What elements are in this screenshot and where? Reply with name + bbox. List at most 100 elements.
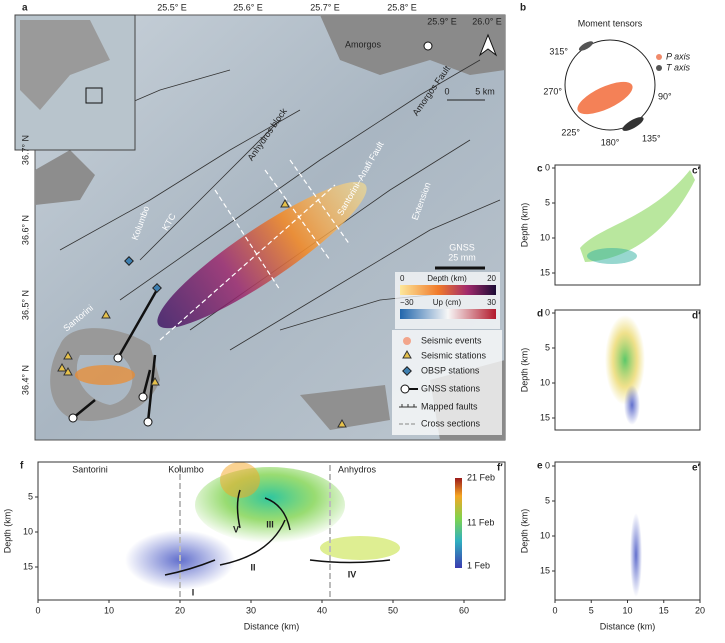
legend-symbol xyxy=(402,366,412,376)
place-label: Kolumbo xyxy=(168,464,204,474)
colorbar-max: 20 xyxy=(487,274,496,283)
lat-tick: 36.5° N xyxy=(20,290,30,320)
lon-tick: 25.8° E xyxy=(387,2,417,12)
x-tick-label: 0 xyxy=(35,605,40,615)
migration-arrows xyxy=(164,489,391,576)
colorbar-min: −30 xyxy=(400,298,414,307)
panel-title: Moment tensors xyxy=(578,18,643,28)
y-tick-label: 10 xyxy=(23,526,33,536)
seismic-cloud xyxy=(75,365,135,385)
place-label: Santorini xyxy=(72,464,108,474)
y-tick-label: 10 xyxy=(540,377,550,387)
angle-label: 180° xyxy=(601,137,620,147)
y-tick-label: 5 xyxy=(545,197,550,207)
y-tick-label: 15 xyxy=(23,561,33,571)
x-tick-label: 15 xyxy=(659,605,669,615)
y-axis-label: Depth (km) xyxy=(519,203,529,248)
x-tick-label: 20 xyxy=(175,605,185,615)
legend-label: GNSS stations xyxy=(421,383,481,393)
legend-symbol xyxy=(656,65,662,71)
y-tick-label: 15 xyxy=(540,412,550,422)
seismic-stations xyxy=(57,198,347,428)
p-axes-cluster xyxy=(577,81,633,115)
x-tick-label: 30 xyxy=(246,605,256,615)
legend-bg xyxy=(392,330,502,435)
lat-tick: 36.7° N xyxy=(20,135,30,165)
x-tick-label: 40 xyxy=(317,605,327,615)
section-markers xyxy=(179,465,331,600)
inset-box xyxy=(85,87,103,104)
phase-label: IV xyxy=(348,569,357,579)
scale-label: 0 xyxy=(444,86,449,96)
north-arrow xyxy=(478,33,498,57)
lon-tick: 25.7° E xyxy=(310,2,340,12)
legend-label: Seismic stations xyxy=(421,350,487,360)
event-cloud xyxy=(630,513,642,597)
event-cloud xyxy=(580,170,695,262)
legend-symbol xyxy=(656,54,662,60)
event-cloud xyxy=(220,462,260,498)
gnss-arrows xyxy=(72,287,160,423)
t-axes-cluster xyxy=(578,41,594,51)
x-axis-label: Distance (km) xyxy=(244,621,300,631)
colorbar-bg xyxy=(395,272,500,329)
panel-frame xyxy=(37,461,506,601)
panel-end: f′ xyxy=(497,463,503,474)
legend-label: OBSP stations xyxy=(421,365,480,375)
legend-symbol xyxy=(402,349,412,359)
colorbar-max: 30 xyxy=(487,298,496,307)
obsp-stations xyxy=(124,256,162,293)
up-colorbar xyxy=(400,309,496,319)
x-tick-label: 10 xyxy=(622,605,632,615)
legend-label: P axis xyxy=(666,51,691,61)
legend-label: T axis xyxy=(666,62,691,72)
seismic-cloud xyxy=(157,181,367,329)
legend-label: Mapped faults xyxy=(421,401,478,411)
colorbar-title: Up (cm) xyxy=(433,298,462,307)
y-axis-label: Depth (km) xyxy=(519,348,529,393)
gnss-stations xyxy=(68,41,433,427)
panel-frame xyxy=(554,164,701,286)
colorbars: 0 Depth (km) 20 −30 Up (cm) 30 xyxy=(395,272,500,329)
t-axes-cluster xyxy=(622,117,644,131)
land-santorini xyxy=(50,328,160,421)
y-tick-label: 5 xyxy=(545,342,550,352)
lon-ticks: 25.5° E 25.6° E 25.7° E 25.8° E 25.9° E … xyxy=(157,2,502,26)
x-tick-label: 20 xyxy=(695,605,705,615)
event-cloud xyxy=(624,385,640,425)
y-tick-label: 10 xyxy=(540,232,550,242)
panel-frame xyxy=(554,309,701,431)
event-cloud xyxy=(605,315,645,405)
panel-letter: f xyxy=(20,461,24,472)
panel-frame xyxy=(554,461,701,601)
lat-tick: 36.6° N xyxy=(20,215,30,245)
colorbar-label: 21 Feb xyxy=(467,472,495,482)
x-tick-label: 0 xyxy=(552,605,557,615)
legend-symbol xyxy=(399,404,417,408)
lon-tick: 25.5° E xyxy=(157,2,187,12)
y-tick-label: 15 xyxy=(540,267,550,277)
phase-label: V xyxy=(233,524,239,534)
panel-end: d′ xyxy=(692,311,701,322)
colorbar-label: 11 Feb xyxy=(467,517,494,527)
panel-letter: b xyxy=(520,3,526,14)
y-tick-label: 0 xyxy=(545,162,550,172)
colorbar-label: 1 Feb xyxy=(467,560,490,570)
y-axis-label: Depth (km) xyxy=(2,509,12,554)
phase-label: II xyxy=(250,562,255,572)
panel-letter: d xyxy=(537,309,543,320)
lon-tick: 26.0° E xyxy=(472,16,502,26)
x-axis-label: Distance (km) xyxy=(600,621,656,631)
y-tick-label: 0 xyxy=(545,307,550,317)
phase-label: III xyxy=(266,519,274,529)
cross-sections xyxy=(159,159,351,341)
panel-end: e′ xyxy=(692,463,701,474)
land-amorgos xyxy=(320,15,505,75)
land xyxy=(300,385,390,430)
panel-letter: e xyxy=(537,461,543,472)
event-cloud xyxy=(320,536,400,560)
y-tick-label: 0 xyxy=(545,460,550,470)
colorbar-min: 0 xyxy=(400,274,405,283)
x-tick-label: 50 xyxy=(388,605,398,615)
